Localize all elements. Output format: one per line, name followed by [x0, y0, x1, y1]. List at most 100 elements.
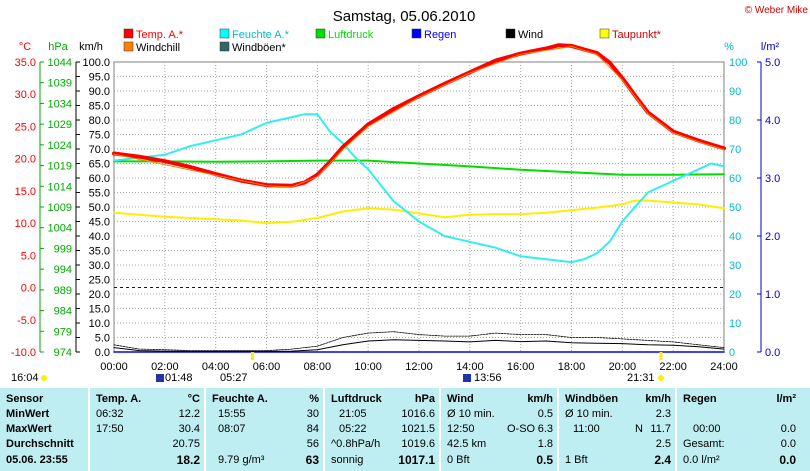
sun-icon	[41, 375, 47, 381]
noon-label: 13:56	[474, 372, 502, 384]
rain-tick-label: 0.0	[765, 347, 780, 359]
kmh-tick-label: 5.0	[95, 333, 110, 345]
rain-max: 0.0	[780, 423, 796, 435]
time-tick-label: 12:00	[405, 361, 433, 373]
temp-unit: °C	[187, 393, 200, 405]
press-now: 1017.1	[398, 453, 435, 467]
legend-label: Wind	[518, 29, 543, 41]
kmh-tick-label: 35.0	[89, 246, 110, 258]
hpa-tick-label: 974	[54, 347, 72, 359]
legend-label: Regen	[424, 29, 456, 41]
rain-unit: l/m²	[776, 393, 796, 405]
series-line-windb-en	[113, 331, 725, 352]
pct-tick-label: 0	[729, 347, 735, 359]
legend-swatch	[123, 41, 134, 52]
temp-tick-label: 30.0	[15, 89, 36, 101]
max-label: MaxWert	[6, 423, 52, 435]
press-unit: hPa	[414, 393, 435, 405]
wind-max: 6.3	[537, 423, 553, 435]
gust-max-dir: N	[635, 423, 643, 435]
temp-tick-label: -5.0	[17, 315, 36, 327]
noon-icon	[463, 374, 471, 382]
sunrise-label: 16:04	[11, 372, 39, 384]
wind-avg10-label: Ø 10 min.	[447, 408, 495, 420]
press-min-time: 21:05	[339, 408, 367, 420]
hum-abs: 9.79 g/m³	[218, 454, 265, 466]
series-line-luftdruck	[113, 159, 725, 176]
chart-title: Samstag, 05.06.2010	[333, 8, 476, 25]
time-tick-label: 04:00	[202, 361, 230, 373]
time-tick-label: 10:00	[354, 361, 382, 373]
kmh-tick-label: 65.0	[89, 159, 110, 171]
weather-chart: Samstag, 05.06.2010 © Weber Mike Temp. A…	[10, 5, 809, 384]
kmh-tick-label: 10.0	[89, 318, 110, 330]
wind-avg: 1.8	[537, 438, 553, 450]
kmh-tick-label: 45.0	[89, 217, 110, 229]
hpa-tick-label: 1034	[48, 98, 72, 110]
gust-avg10-label: Ø 10 min.	[565, 408, 613, 420]
pct-tick-label: 40	[729, 231, 741, 243]
legend-label: Windböen*	[232, 42, 287, 54]
hpa-tick-label: 999	[54, 243, 72, 255]
time-tick-label: 00:00	[100, 361, 128, 373]
wind-max-dir: O-SO	[507, 423, 536, 435]
pct-tick-label: 90	[729, 86, 741, 98]
hum-now: 63	[305, 453, 319, 467]
hum-header: Feuchte A.	[212, 393, 268, 405]
temp-tick-label: 15.0	[15, 186, 36, 198]
hpa-tick-label: 1044	[48, 57, 72, 69]
kmh-tick-label: 70.0	[89, 144, 110, 156]
moonset-label: 01:48	[165, 372, 193, 384]
wind-avg10: 0.5	[537, 408, 553, 420]
pct-tick-label: 60	[729, 173, 741, 185]
hum-min: 30	[306, 408, 319, 420]
gust-avg10: 2.3	[655, 408, 671, 420]
kmh-tick-label: 30.0	[89, 260, 110, 272]
hpa-tick-label: 1019	[48, 161, 72, 173]
legend-swatch	[219, 41, 230, 52]
temp-min: 12.2	[178, 408, 200, 420]
kmh-tick-label: 50.0	[89, 202, 110, 214]
hpa-tick-label: 994	[54, 264, 72, 276]
time-tick-label: 20:00	[609, 361, 637, 373]
series-line-feuchte-a	[113, 113, 725, 264]
series-lines	[112, 43, 726, 353]
avg-label: Durchschnitt	[6, 438, 74, 450]
hpa-tick-label: 1009	[48, 202, 72, 214]
gust-header: Windböen	[565, 393, 619, 405]
kmh-tick-label: 100.0	[82, 57, 110, 69]
hum-unit: %	[309, 393, 319, 405]
gust-avg: 2.5	[655, 438, 671, 450]
time-tick-label: 24:00	[710, 361, 738, 373]
rain-max-time: 00:00	[693, 423, 721, 435]
stats-rain-column: Regen l/m² 00:00 0.0 Gesamt: 0.0 0.0 l/m² 0.…	[675, 388, 810, 471]
stats-labels-column: Sensor MinWert MaxWert Durchschnitt 05.0…	[0, 388, 88, 471]
hpa-tick-label: 1024	[48, 140, 72, 152]
press-trend: ^0.8hPa/h	[331, 438, 381, 450]
hum-max-time: 08:07	[218, 423, 246, 435]
rain-axis-unit: l/m²	[761, 41, 780, 53]
hum-max: 84	[306, 423, 319, 435]
hpa-tick-label: 1039	[48, 78, 72, 90]
pct-tick-label: 20	[729, 289, 741, 301]
hpa-tick-label: 1004	[48, 223, 72, 235]
gust-unit: km/h	[645, 393, 671, 405]
time-tick-label: 18:00	[558, 361, 586, 373]
stats-wind-column: Wind km/h Ø 10 min. 0.5 12:50 O-SO 6.3 42.5 …	[439, 388, 559, 471]
temp-tick-label: 10.0	[15, 218, 36, 230]
rain-tick-label: 4.0	[765, 115, 780, 127]
press-min: 1016.6	[401, 408, 435, 420]
temp-tick-label: 5.0	[21, 250, 36, 262]
hpa-tick-label: 979	[54, 326, 72, 338]
wind-unit: km/h	[527, 393, 553, 405]
temp-tick-label: 0.0	[21, 283, 36, 295]
temp-tick-label: 20.0	[15, 154, 36, 166]
kmh-tick-label: 20.0	[89, 289, 110, 301]
rain-total: 0.0	[780, 438, 796, 450]
min-label: MinWert	[6, 408, 50, 420]
legend-swatch	[505, 28, 516, 39]
series-line-taupunkt	[113, 199, 725, 225]
kmh-tick-label: 90.0	[89, 86, 110, 98]
temp-tick-label: -10.0	[11, 347, 36, 359]
time-tick-label: 14:00	[456, 361, 484, 373]
